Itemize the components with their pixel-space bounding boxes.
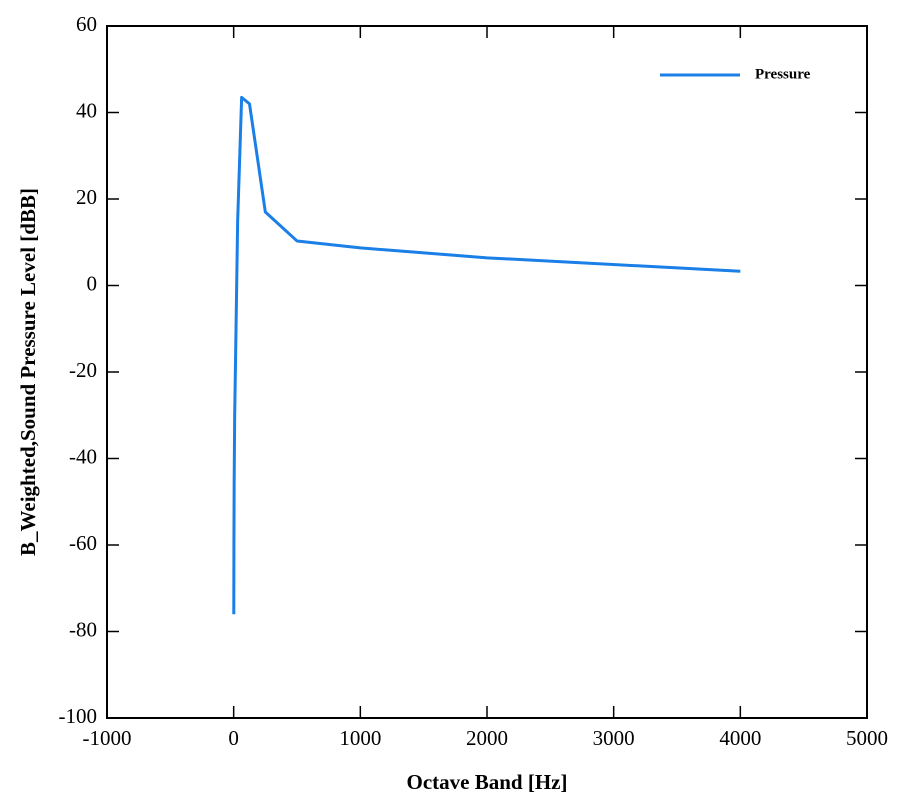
plot-frame — [106, 25, 868, 719]
y-tick-label: -80 — [69, 617, 97, 641]
x-tick-label: 5000 — [846, 726, 888, 750]
x-axis-title: Octave Band [Hz] — [407, 770, 568, 794]
x-tick-label: 3000 — [593, 726, 635, 750]
y-tick-label: -60 — [69, 531, 97, 555]
y-tick-label: -40 — [69, 444, 97, 468]
y-tick-label: -20 — [69, 358, 97, 382]
y-tick-label: 20 — [76, 185, 97, 209]
y-tick-label: 0 — [87, 271, 98, 295]
x-tick-label: 1000 — [339, 726, 381, 750]
legend-label: Pressure — [755, 66, 811, 82]
x-tick-label: 0 — [228, 726, 239, 750]
y-axis-title: B_Weighted,Sound Pressure Level [dBB] — [16, 188, 40, 556]
x-tick-label: 4000 — [719, 726, 761, 750]
y-tick-label: 60 — [76, 12, 97, 36]
x-tick-label: 2000 — [466, 726, 508, 750]
data-line — [232, 95, 741, 615]
y-tick-label: 40 — [76, 98, 97, 122]
x-tick-label: -1000 — [83, 726, 132, 750]
y-tick-label: -100 — [59, 704, 98, 728]
